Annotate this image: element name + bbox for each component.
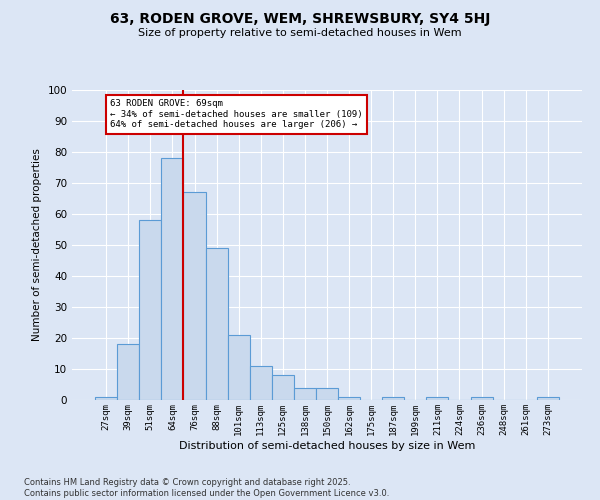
Bar xyxy=(139,220,161,400)
Text: Size of property relative to semi-detached houses in Wem: Size of property relative to semi-detach… xyxy=(138,28,462,38)
Bar xyxy=(537,397,559,400)
Y-axis label: Number of semi-detached properties: Number of semi-detached properties xyxy=(32,148,42,342)
Bar xyxy=(470,397,493,400)
Bar xyxy=(272,375,294,400)
Bar xyxy=(184,192,206,400)
Bar xyxy=(316,388,338,400)
Text: Contains HM Land Registry data © Crown copyright and database right 2025.
Contai: Contains HM Land Registry data © Crown c… xyxy=(24,478,389,498)
X-axis label: Distribution of semi-detached houses by size in Wem: Distribution of semi-detached houses by … xyxy=(179,440,475,450)
Bar xyxy=(250,366,272,400)
Text: 63 RODEN GROVE: 69sqm
← 34% of semi-detached houses are smaller (109)
64% of sem: 63 RODEN GROVE: 69sqm ← 34% of semi-deta… xyxy=(110,100,363,129)
Text: 63, RODEN GROVE, WEM, SHREWSBURY, SY4 5HJ: 63, RODEN GROVE, WEM, SHREWSBURY, SY4 5H… xyxy=(110,12,490,26)
Bar xyxy=(227,335,250,400)
Bar xyxy=(161,158,184,400)
Bar xyxy=(427,397,448,400)
Bar xyxy=(206,248,227,400)
Bar xyxy=(338,397,360,400)
Bar xyxy=(382,397,404,400)
Bar xyxy=(95,397,117,400)
Bar xyxy=(117,344,139,400)
Bar xyxy=(294,388,316,400)
